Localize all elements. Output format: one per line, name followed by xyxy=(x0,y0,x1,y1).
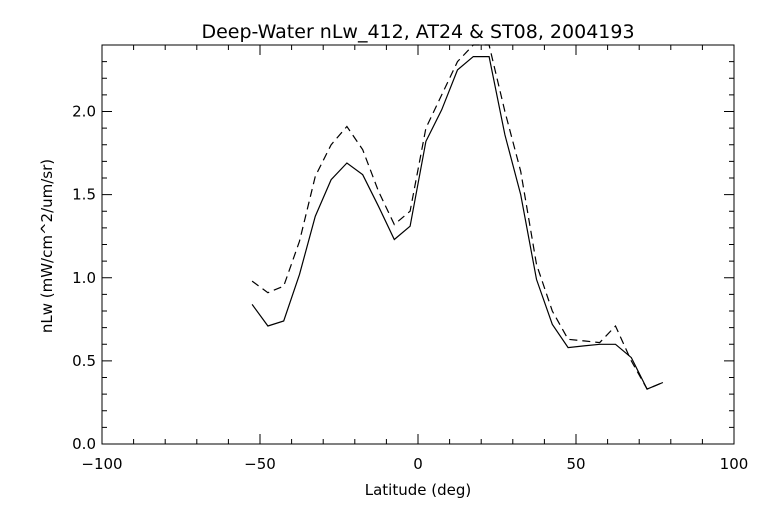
y-tick-label: 1.5 xyxy=(72,186,96,204)
plot-frame xyxy=(101,44,735,445)
y-tick-label: 1.0 xyxy=(72,269,96,287)
series-layer xyxy=(251,44,664,390)
y-tick-label: 0.5 xyxy=(72,352,96,370)
x-tick-label: −100 xyxy=(81,455,122,473)
chart-title: Deep-Water nLw_412, AT24 & ST08, 2004193 xyxy=(201,21,634,43)
y-axis-label: nLw (mW/cm^2/um/sr) xyxy=(38,159,56,333)
y-axis: 0.0 0.5 1.0 1.5 2.0 xyxy=(72,44,734,453)
x-tick-label: 0 xyxy=(413,455,423,473)
x-tick-label: 50 xyxy=(566,455,585,473)
series-line-solid xyxy=(251,55,664,390)
y-tick-label: 0.0 xyxy=(72,435,96,453)
x-tick-label: 100 xyxy=(720,455,749,473)
x-axis: −100 −50 0 50 100 xyxy=(81,45,748,473)
x-axis-label: Latitude (deg) xyxy=(365,481,471,499)
x-tick-label: −50 xyxy=(244,455,276,473)
y-tick-label: 2.0 xyxy=(72,103,96,121)
series-line-dashed xyxy=(251,44,664,390)
